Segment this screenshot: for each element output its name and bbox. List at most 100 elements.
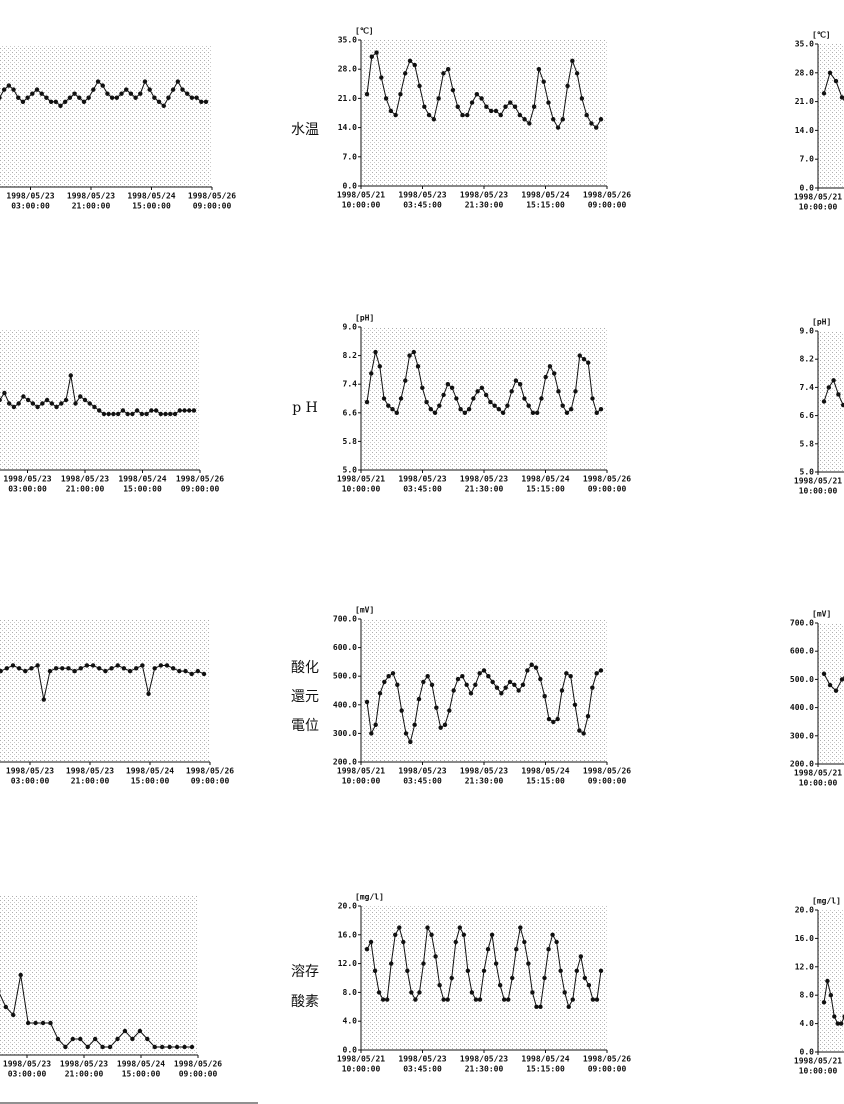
data-point — [1, 87, 7, 92]
x-tick-date: 1998/05/26 — [583, 475, 631, 484]
data-point — [529, 662, 534, 667]
x-tick-time: 09:00:00 — [588, 777, 627, 786]
y-tick-label: 200.0 — [790, 760, 814, 769]
y-tick-label: 7.4 — [800, 383, 815, 392]
data-point — [33, 1020, 38, 1026]
unit-label: [mg/l] — [812, 897, 841, 906]
x-tick-date: 1998/05/23 — [398, 767, 446, 776]
data-point — [146, 691, 151, 697]
data-point — [469, 990, 475, 995]
data-point — [522, 396, 527, 401]
data-point — [542, 975, 547, 981]
data-point — [437, 403, 442, 408]
data-point — [394, 410, 399, 415]
data-point — [457, 925, 462, 930]
data-point — [164, 663, 170, 668]
x-tick-time: 10:00:00 — [342, 201, 381, 210]
data-point — [399, 708, 404, 713]
data-point — [364, 92, 370, 97]
data-point — [559, 688, 565, 693]
data-point — [432, 410, 438, 415]
data-point — [185, 91, 190, 96]
data-point — [465, 968, 471, 973]
data-point — [425, 925, 430, 930]
data-point — [585, 714, 591, 719]
data-point — [170, 87, 176, 92]
x-tick-time: 21:00:00 — [72, 202, 111, 211]
y-tick-label: 5.0 — [800, 468, 815, 477]
unit-label: [mV] — [355, 606, 374, 615]
data-point — [70, 1036, 76, 1042]
data-point — [183, 668, 188, 674]
y-tick-label: 8.0 — [343, 988, 358, 997]
x-tick-date: 1998/05/24 — [127, 192, 175, 201]
data-point — [570, 58, 575, 64]
data-point — [833, 78, 839, 84]
y-tick-label: 200.0 — [333, 758, 357, 767]
data-point — [503, 685, 508, 690]
x-tick-date: 1998/05/26 — [174, 1060, 222, 1069]
data-point — [565, 83, 570, 89]
y-tick-label: 21.0 — [795, 97, 814, 106]
data-point — [507, 679, 513, 685]
x-tick-date: 1998/05/26 — [583, 191, 631, 200]
data-point — [434, 705, 439, 710]
y-tick-label: 300.0 — [333, 729, 357, 738]
data-point — [86, 95, 91, 100]
data-point — [546, 100, 551, 105]
data-point — [581, 731, 586, 736]
data-point — [477, 671, 482, 676]
data-point — [543, 374, 548, 380]
data-point — [413, 997, 418, 1002]
data-point — [562, 990, 567, 995]
data-point — [82, 397, 88, 403]
data-point — [839, 95, 844, 100]
data-point — [40, 1020, 46, 1026]
data-point — [594, 997, 600, 1002]
data-point — [175, 79, 181, 84]
data-point — [455, 676, 461, 682]
data-point — [384, 997, 390, 1002]
x-tick-time: 21:30:00 — [465, 1065, 504, 1074]
data-point — [485, 947, 491, 952]
data-point — [512, 682, 517, 687]
data-point — [156, 99, 162, 105]
y-tick-label: 500.0 — [333, 672, 357, 681]
data-point — [462, 410, 468, 415]
data-point — [11, 404, 17, 410]
data-point — [380, 997, 386, 1002]
y-tick-label: 12.0 — [338, 959, 357, 968]
x-tick-time: 09:00:00 — [588, 201, 627, 210]
data-point — [390, 671, 396, 676]
y-tick-label: 35.0 — [795, 40, 814, 49]
row-label: 水温 — [291, 122, 319, 138]
data-point — [167, 1044, 172, 1050]
data-point — [147, 87, 152, 92]
data-point — [11, 87, 16, 92]
y-tick-label: 700.0 — [333, 615, 357, 624]
data-point — [554, 939, 559, 945]
data-point — [426, 112, 432, 118]
y-tick-label: 14.0 — [795, 126, 814, 135]
x-tick-time: 10:00:00 — [799, 1067, 838, 1076]
data-point — [429, 682, 435, 687]
data-point — [103, 668, 108, 674]
data-point — [191, 408, 197, 413]
data-point — [598, 968, 604, 973]
data-point — [579, 96, 585, 101]
data-point — [87, 401, 92, 406]
y-tick-label: 5.0 — [343, 466, 358, 475]
data-point — [374, 50, 379, 55]
data-point — [449, 975, 454, 981]
x-tick-date: 1998/05/26 — [176, 475, 224, 484]
data-point — [539, 396, 544, 401]
x-tick-date: 1998/05/23 — [67, 192, 115, 201]
data-point — [121, 666, 127, 671]
data-point — [172, 411, 178, 417]
data-point — [125, 411, 130, 417]
data-point — [152, 95, 157, 100]
x-tick-time: 15:00:00 — [123, 485, 162, 494]
data-point — [466, 407, 472, 412]
data-point — [582, 975, 588, 981]
plot-background — [361, 906, 607, 1050]
